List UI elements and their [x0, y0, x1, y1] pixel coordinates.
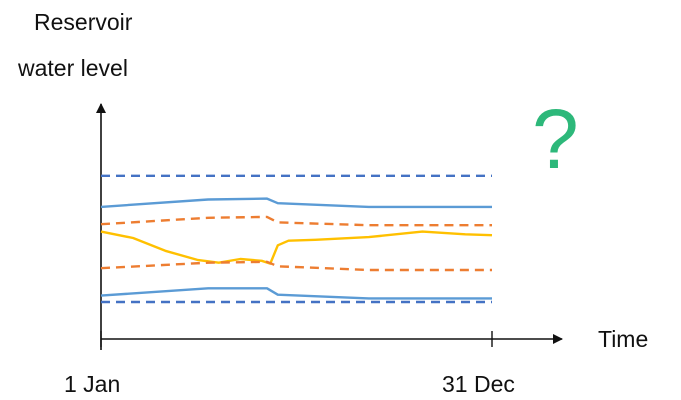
series-line-6	[100, 287, 492, 300]
series-line-2	[100, 197, 492, 209]
x-axis-label: Time	[598, 326, 648, 352]
x-tick-label-end: 31 Dec	[442, 371, 515, 397]
x-tick-label-start: 1 Jan	[64, 371, 120, 397]
series-line-5	[100, 260, 492, 272]
question-mark-annotation: ?	[532, 92, 579, 186]
series-layer	[100, 174, 493, 304]
y-axis-label-line-2: water level	[17, 55, 128, 81]
series-line-3	[100, 215, 492, 227]
y-axis-label-line-1: Reservoir	[34, 9, 133, 35]
series-line-4	[100, 230, 493, 265]
